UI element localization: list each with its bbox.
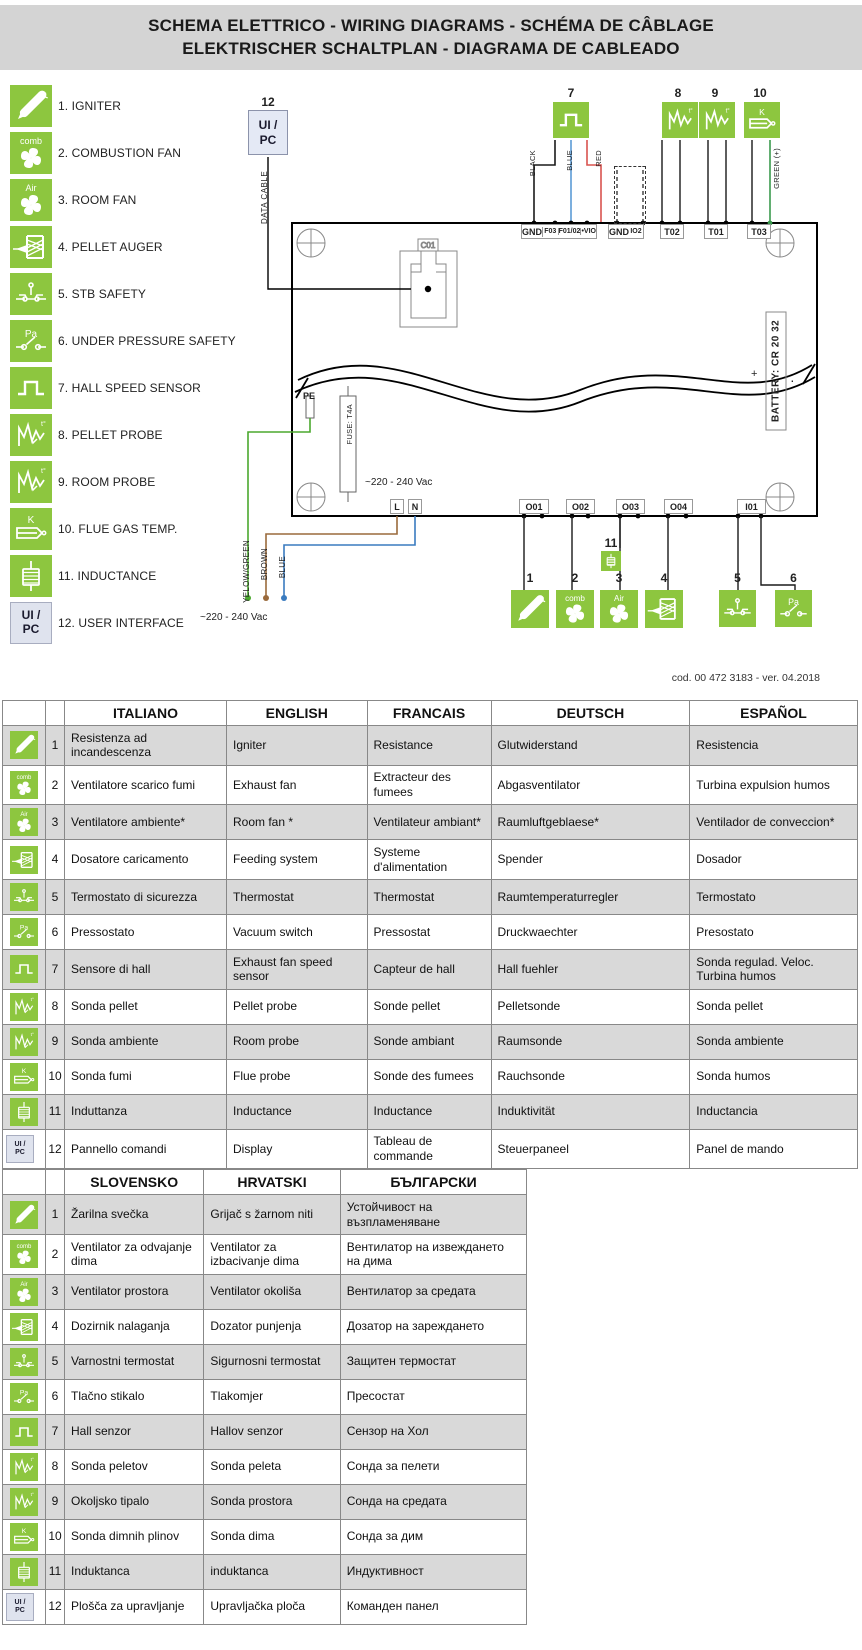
svg-text:t°: t° — [31, 1457, 34, 1462]
svg-text:C01: C01 — [421, 241, 436, 250]
svg-text:Air: Air — [614, 594, 624, 603]
svg-text:comb: comb — [17, 775, 32, 781]
svg-text:t°: t° — [31, 1492, 34, 1497]
svg-text:K: K — [22, 1068, 27, 1075]
svg-text:t°: t° — [31, 1032, 34, 1037]
svg-text:comb: comb — [565, 594, 585, 603]
svg-text:t°: t° — [31, 997, 34, 1002]
svg-text:Pa: Pa — [20, 1389, 28, 1396]
svg-text:comb: comb — [17, 1244, 32, 1250]
svg-text:t°: t° — [689, 108, 694, 114]
svg-text:K: K — [759, 107, 765, 117]
svg-text:Air: Air — [20, 1282, 27, 1288]
svg-text:Air: Air — [20, 812, 27, 818]
svg-text:Pa: Pa — [20, 924, 28, 931]
svg-text:K: K — [22, 1528, 27, 1535]
svg-text:t°: t° — [726, 108, 731, 114]
